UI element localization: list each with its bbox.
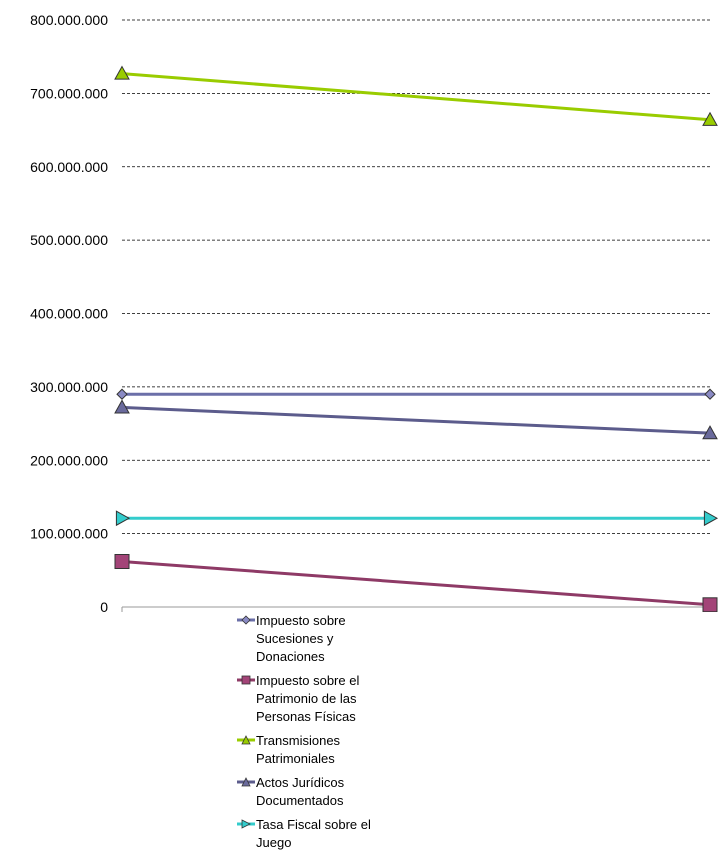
legend-label-line: Juego <box>256 835 292 850</box>
legend-swatch <box>237 819 255 829</box>
y-tick-label: 700.000.000 <box>30 85 108 101</box>
y-tick-label: 300.000.000 <box>30 379 108 395</box>
legend-label-line: Actos Jurídicos <box>256 775 345 790</box>
legend-item: Impuesto sobre Sucesiones y Donaciones <box>236 612 436 666</box>
legend-label: Impuesto sobre el Patrimonio de las Person… <box>256 672 396 726</box>
legend-label: Actos Jurídicos Documentados <box>256 774 396 810</box>
legend-label: Tasa Fiscal sobre el Juego <box>256 816 396 852</box>
legend-label-line: Impuesto sobre <box>256 613 346 628</box>
series-2-point-0 <box>114 65 130 80</box>
series-3-point-1 <box>702 425 718 440</box>
y-tick-label: 100.000.000 <box>30 526 108 542</box>
series-1-point-0 <box>114 554 130 570</box>
legend-label-line: Tasa Fiscal sobre el <box>256 817 371 832</box>
legend-label-line: Personas Físicas <box>256 709 356 724</box>
series-line-1 <box>121 560 711 607</box>
y-tick-label: 200.000.000 <box>30 452 108 468</box>
series-4-point-0 <box>115 510 131 527</box>
series-4-point-1 <box>703 510 719 527</box>
y-tick-label: 400.000.000 <box>30 306 108 322</box>
gridlines <box>122 19 710 535</box>
legend-label-line: Transmisiones <box>256 733 341 748</box>
legend-item: Impuesto sobre el Patrimonio de las Person… <box>236 672 436 726</box>
legend-label-line: Documentados <box>256 793 344 808</box>
series-markers <box>114 65 719 612</box>
line-chart: 0 100.000.000 200.000.000 300.000.000 400.00… <box>30 12 719 612</box>
series-0-point-1 <box>704 388 716 400</box>
legend-label-line: Sucesiones y <box>256 631 334 646</box>
legend-item: Tasa Fiscal sobre el Juego <box>236 816 436 852</box>
legend-swatch <box>237 675 255 685</box>
legend-swatch <box>237 615 255 625</box>
legend-swatch <box>237 735 255 745</box>
legend-item: Actos Jurídicos Documentados <box>236 774 436 810</box>
y-tick-label: 500.000.000 <box>30 232 108 248</box>
legend-label: Impuesto sobre Sucesiones y Donaciones <box>256 612 396 666</box>
series-1-point-1 <box>702 597 718 612</box>
legend-label-line: Patrimoniales <box>256 751 335 766</box>
series-0-point-0 <box>116 388 128 400</box>
series-line-3 <box>121 405 711 435</box>
series-lines <box>121 72 711 607</box>
legend-swatch <box>237 777 255 787</box>
series-3-point-0 <box>114 399 130 414</box>
legend-item: Transmisiones Patrimoniales <box>236 732 436 768</box>
legend-label-line: Impuesto sobre el <box>256 673 360 688</box>
legend-label-line: Donaciones <box>256 649 325 664</box>
legend-label: Transmisiones Patrimoniales <box>256 732 396 768</box>
legend: Impuesto sobre Sucesiones y Donaciones Impu… <box>236 612 436 858</box>
y-tick-label: 800.000.000 <box>30 12 108 28</box>
y-tick-label: 0 <box>100 599 108 612</box>
axes <box>121 606 710 612</box>
y-tick-labels: 0 100.000.000 200.000.000 300.000.000 400.00… <box>30 12 108 612</box>
series-2-point-1 <box>702 111 718 126</box>
y-tick-label: 600.000.000 <box>30 159 108 175</box>
series-line-2 <box>121 72 711 122</box>
legend-label-line: Patrimonio de las <box>256 691 357 706</box>
